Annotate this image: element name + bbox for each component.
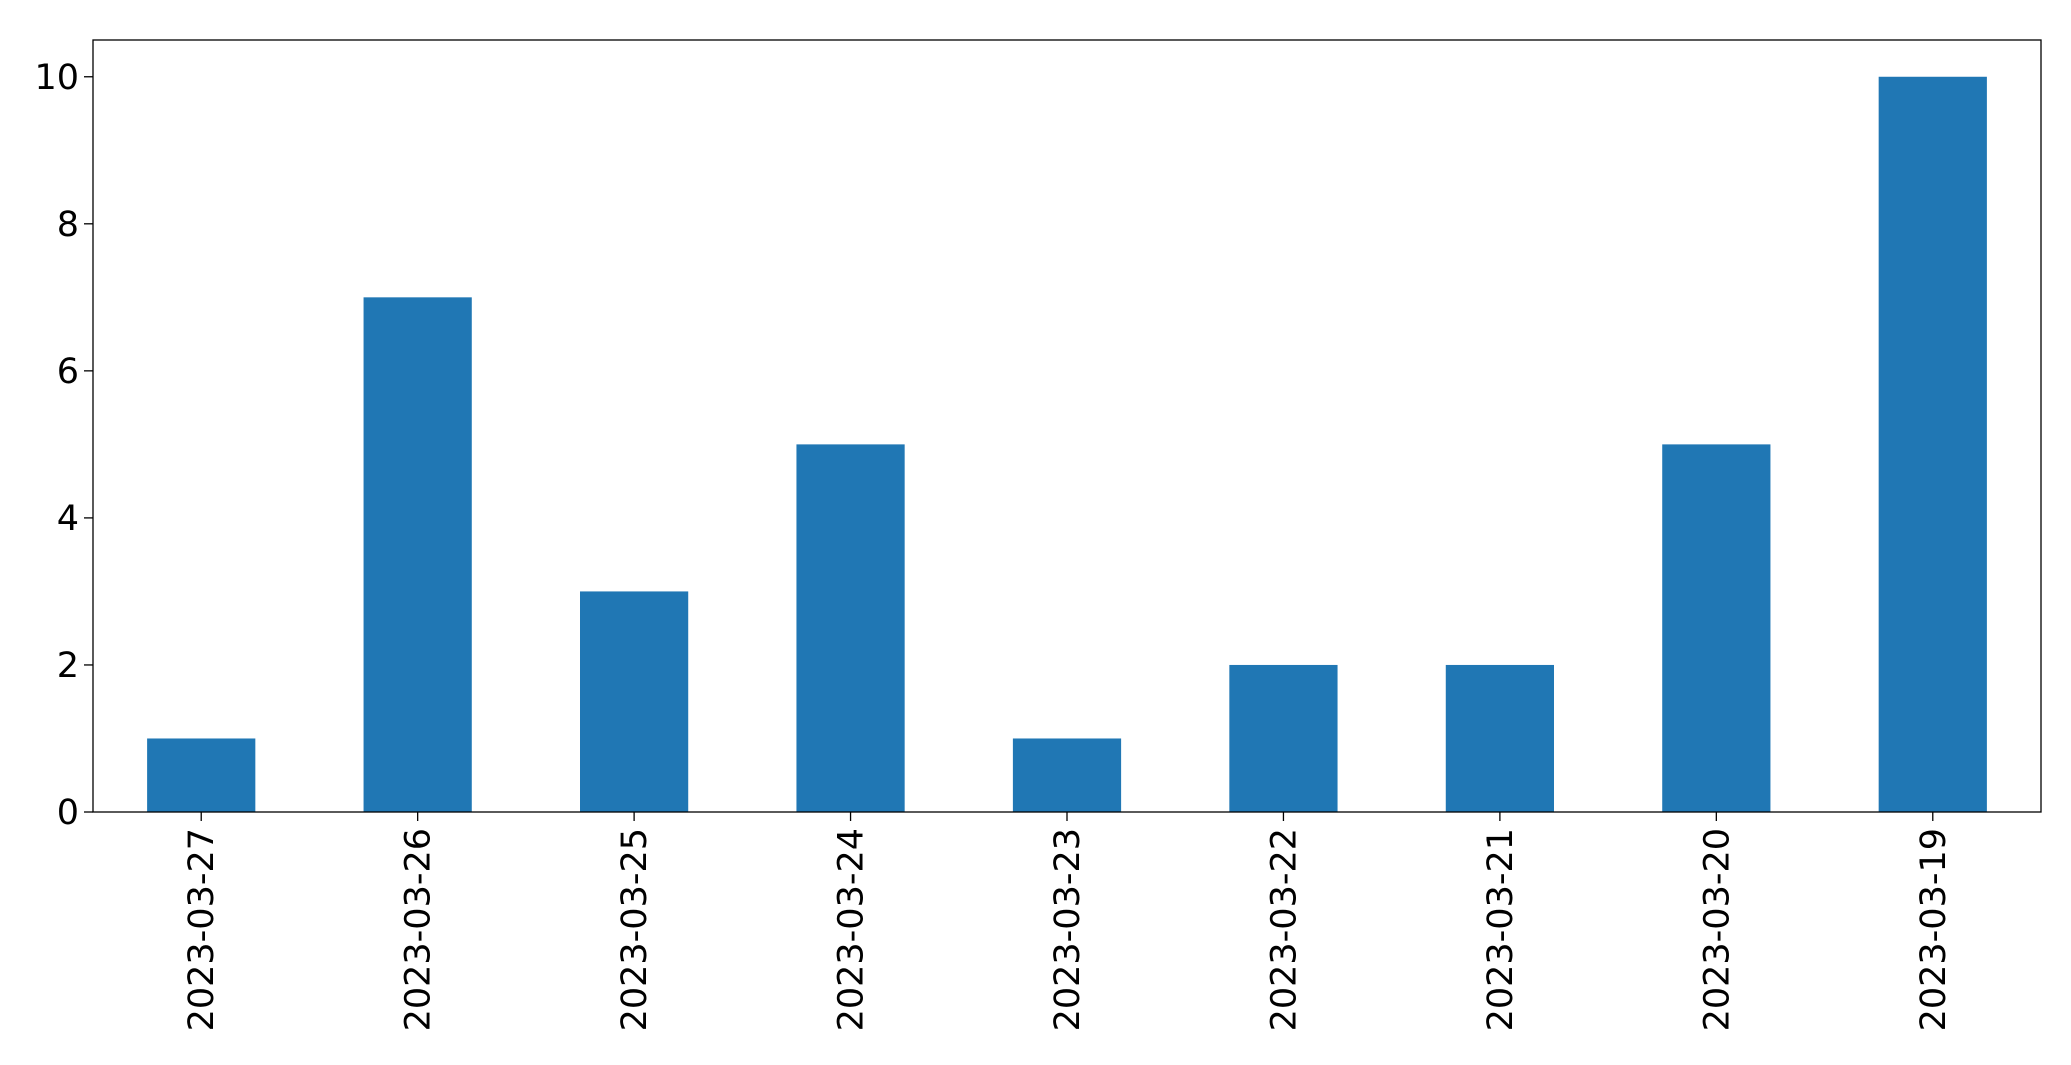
x-tick-label: 2023-03-25 [615,828,655,1031]
bar-2023-03-22 [1229,664,1338,812]
y-tick-label: 2 [57,646,79,686]
x-tick-label: 2023-03-24 [832,828,872,1031]
y-tick-label: 6 [57,352,79,392]
bar-2023-03-21 [1445,664,1554,812]
bar-2023-03-19 [1878,76,1987,812]
x-tick-label: 2023-03-27 [182,828,222,1031]
y-tick-label: 4 [57,499,79,539]
bar-2023-03-26 [363,297,472,812]
x-axis: 2023-03-27 2023-03-26 2023-03-25 2023-03-24… [182,812,1954,1031]
bars-group [147,76,1987,812]
bar-2023-03-23 [1012,738,1122,812]
y-tick-label: 0 [57,793,79,833]
x-tick-label: 2023-03-22 [1264,828,1304,1031]
bar-2023-03-24 [796,444,905,812]
x-tick-label: 2023-03-19 [1914,828,1954,1031]
y-tick-label: 10 [34,58,79,98]
bar-2023-03-27 [147,738,256,812]
x-tick-label: 2023-03-26 [399,828,439,1031]
x-tick-label: 2023-03-23 [1048,828,1088,1031]
y-tick-label: 8 [57,205,79,245]
plot-frame [92,39,2042,813]
x-tick-label: 2023-03-20 [1697,828,1737,1031]
x-tick-label: 2023-03-21 [1481,828,1521,1031]
bar-2023-03-25 [580,591,689,812]
y-axis: 0 2 4 6 8 10 [34,58,93,833]
bar-2023-03-20 [1662,444,1771,812]
